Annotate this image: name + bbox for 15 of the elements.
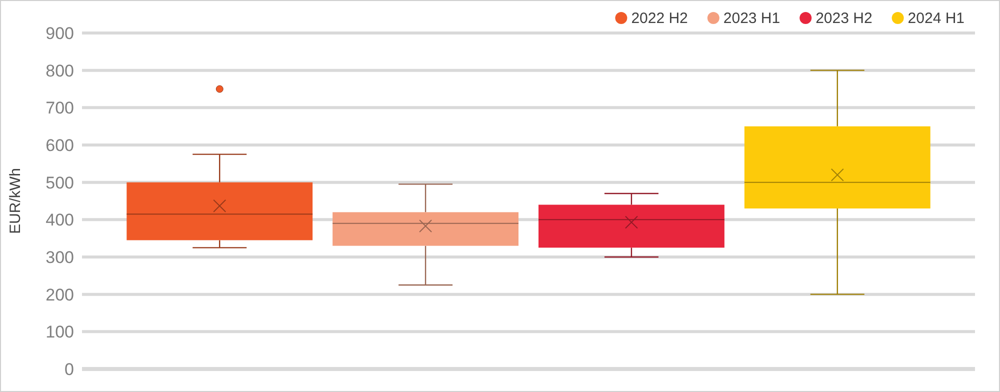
y-tick-label: 700 — [46, 98, 74, 118]
y-tick-label: 100 — [46, 322, 74, 342]
y-tick-label: 400 — [46, 210, 74, 230]
y-tick-label: 200 — [46, 285, 74, 304]
y-tick-label: 800 — [46, 61, 74, 80]
legend-label: 2023 H1 — [723, 10, 780, 27]
y-tick-label: 900 — [46, 24, 74, 43]
y-tick-label: 600 — [46, 136, 74, 155]
legend-label: 2024 H1 — [908, 10, 965, 27]
y-tick-label: 300 — [46, 248, 74, 267]
y-axis-title: EUR/kWh — [7, 168, 24, 234]
y-tick-label: 500 — [46, 173, 74, 192]
legend-label: 2023 H2 — [816, 10, 872, 27]
legend-label: 2022 H2 — [631, 10, 688, 27]
y-tick-label: 0 — [64, 360, 74, 379]
